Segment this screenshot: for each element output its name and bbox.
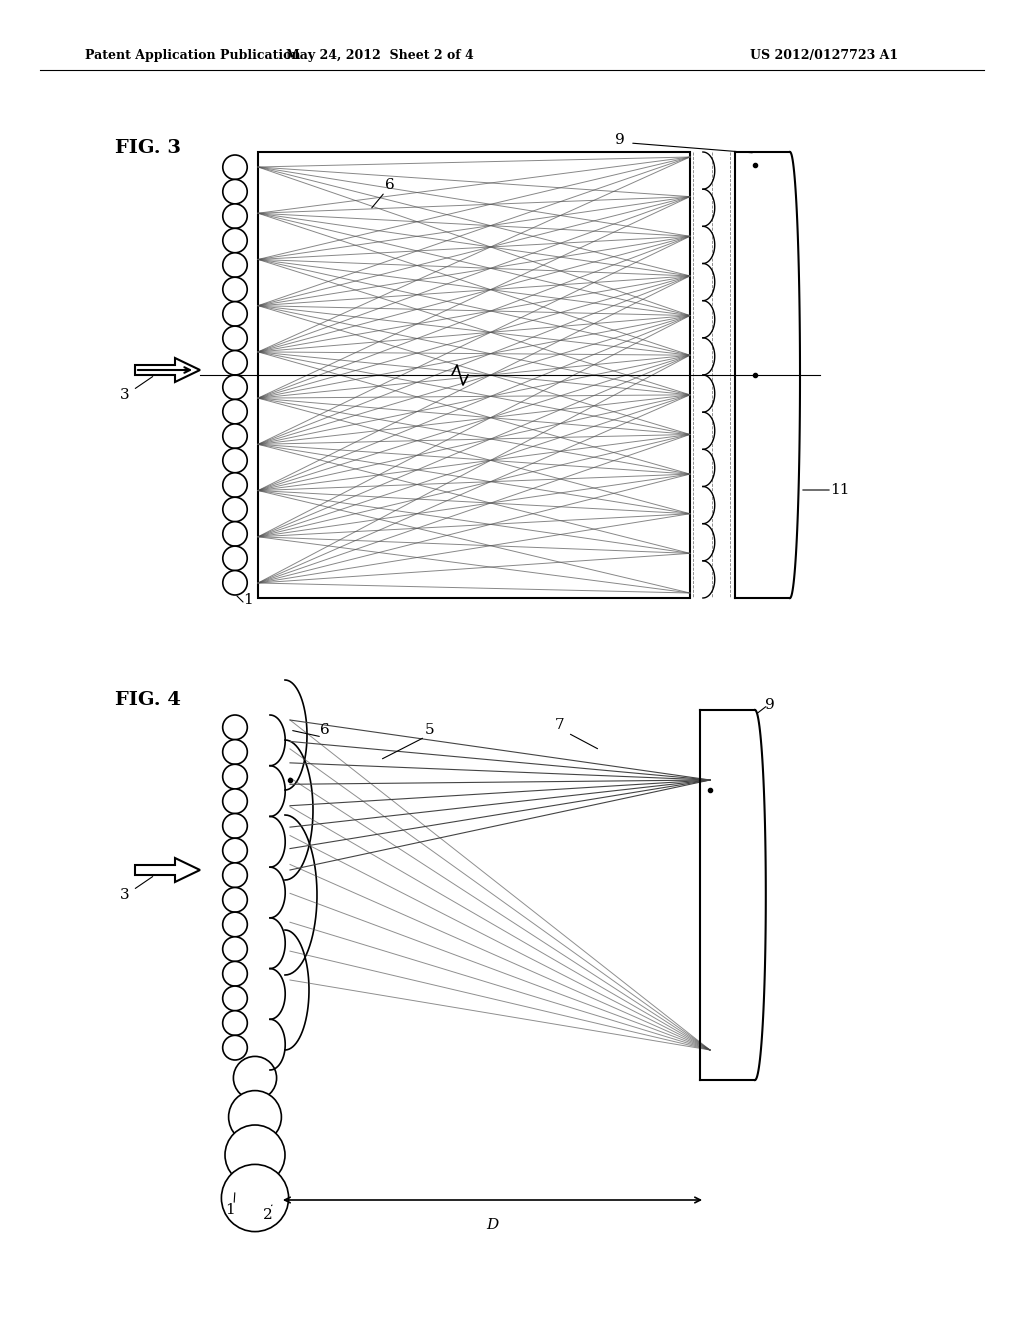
Text: Patent Application Publication: Patent Application Publication (85, 49, 300, 62)
Text: 11: 11 (830, 483, 850, 498)
Circle shape (223, 203, 247, 228)
Circle shape (223, 228, 247, 252)
Circle shape (222, 912, 248, 937)
Circle shape (223, 154, 247, 180)
Circle shape (222, 838, 248, 863)
Circle shape (223, 180, 247, 203)
Circle shape (223, 424, 247, 449)
Text: 2: 2 (263, 1208, 272, 1222)
Circle shape (223, 252, 247, 277)
Circle shape (223, 326, 247, 351)
Text: 1: 1 (225, 1203, 234, 1217)
Circle shape (223, 570, 247, 595)
Circle shape (222, 863, 248, 887)
Circle shape (222, 739, 248, 764)
Text: US 2012/0127723 A1: US 2012/0127723 A1 (750, 49, 898, 62)
Text: D: D (486, 1218, 499, 1232)
Circle shape (223, 473, 247, 498)
Circle shape (223, 277, 247, 302)
Text: 5: 5 (425, 723, 435, 737)
Circle shape (221, 1164, 289, 1232)
Circle shape (223, 375, 247, 400)
Text: 9: 9 (765, 698, 775, 711)
Circle shape (222, 789, 248, 813)
Circle shape (223, 351, 247, 375)
Circle shape (222, 764, 248, 789)
Circle shape (223, 449, 247, 473)
Circle shape (222, 1035, 248, 1060)
Circle shape (223, 546, 247, 570)
Text: 7: 7 (555, 718, 565, 733)
Text: May 24, 2012  Sheet 2 of 4: May 24, 2012 Sheet 2 of 4 (286, 49, 474, 62)
Circle shape (223, 302, 247, 326)
Circle shape (222, 1011, 248, 1035)
Text: FIG. 4: FIG. 4 (115, 690, 181, 709)
Circle shape (223, 521, 247, 546)
Text: 9: 9 (615, 133, 625, 147)
Text: 3: 3 (120, 388, 130, 403)
Circle shape (223, 400, 247, 424)
Circle shape (222, 887, 248, 912)
Circle shape (233, 1056, 276, 1100)
Circle shape (223, 498, 247, 521)
Bar (258, 152, 690, 598)
Circle shape (222, 961, 248, 986)
Text: 3: 3 (120, 888, 130, 902)
Text: 6: 6 (385, 178, 395, 191)
Circle shape (228, 1090, 282, 1143)
Circle shape (222, 986, 248, 1011)
Text: 1: 1 (243, 593, 253, 607)
Circle shape (222, 813, 248, 838)
Circle shape (222, 937, 248, 961)
Text: 6: 6 (321, 723, 330, 737)
Circle shape (222, 715, 248, 739)
Text: FIG. 3: FIG. 3 (115, 139, 181, 157)
Circle shape (225, 1125, 285, 1185)
